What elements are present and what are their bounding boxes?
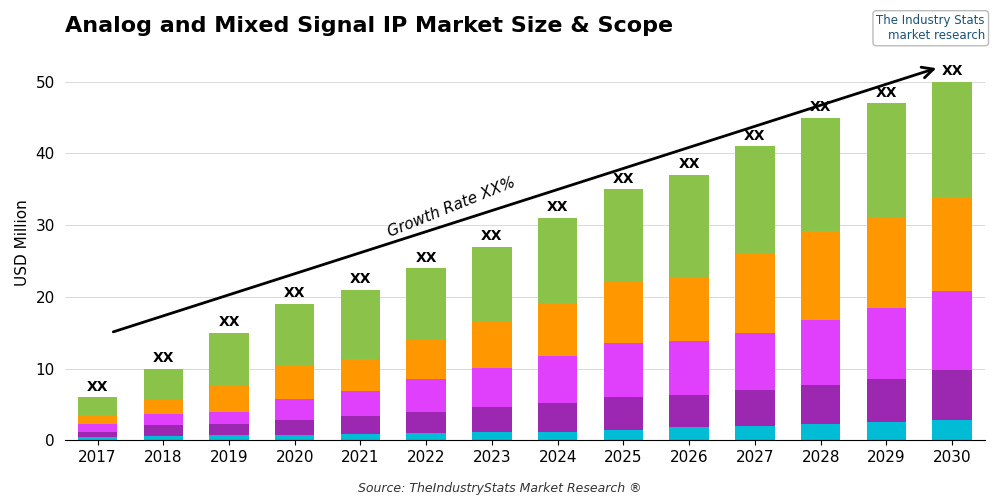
Text: XX: XX [87, 380, 108, 394]
Bar [209, 386, 249, 411]
Bar [867, 308, 906, 380]
Bar [604, 430, 643, 440]
Bar [669, 342, 709, 395]
Bar [406, 380, 446, 412]
Bar [144, 368, 183, 400]
Bar [144, 436, 183, 440]
Bar [735, 332, 775, 390]
Bar [932, 420, 972, 440]
Bar [209, 436, 249, 440]
Bar [932, 370, 972, 420]
Text: The Industry Stats
market research: The Industry Stats market research [876, 14, 985, 42]
Bar [275, 304, 314, 366]
Y-axis label: USD Million: USD Million [15, 200, 30, 286]
Text: Analog and Mixed Signal IP Market Size & Scope: Analog and Mixed Signal IP Market Size &… [65, 16, 673, 36]
Bar [406, 340, 446, 380]
Bar [867, 422, 906, 440]
Bar [669, 276, 709, 342]
Bar [472, 408, 512, 432]
Bar [801, 231, 840, 320]
Text: Growth Rate XX%: Growth Rate XX% [385, 174, 517, 240]
Bar [341, 358, 380, 391]
Bar [472, 246, 512, 321]
Bar [538, 403, 577, 432]
Bar [932, 198, 972, 291]
Bar [604, 397, 643, 430]
Bar [275, 420, 314, 434]
Bar [209, 332, 249, 386]
Bar [472, 432, 512, 440]
Bar [604, 189, 643, 282]
Bar [78, 438, 117, 440]
Bar [735, 426, 775, 440]
Bar [801, 385, 840, 424]
Bar [801, 424, 840, 440]
Text: XX: XX [481, 229, 503, 243]
Text: XX: XX [547, 200, 568, 214]
Bar [604, 282, 643, 344]
Bar [209, 424, 249, 436]
Text: XX: XX [284, 286, 305, 300]
Text: XX: XX [153, 351, 174, 365]
Bar [735, 146, 775, 254]
Bar [472, 368, 512, 408]
Bar [472, 321, 512, 368]
Bar [78, 397, 117, 415]
Text: XX: XX [415, 250, 437, 264]
Bar [275, 366, 314, 398]
Bar [538, 432, 577, 440]
Bar [669, 428, 709, 440]
Bar [78, 424, 117, 432]
Bar [144, 425, 183, 436]
Text: XX: XX [218, 315, 240, 329]
Bar [801, 320, 840, 385]
Text: XX: XX [810, 100, 831, 114]
Bar [867, 218, 906, 308]
Bar [341, 416, 380, 434]
Bar [209, 412, 249, 424]
Text: XX: XX [613, 172, 634, 185]
Bar [867, 103, 906, 218]
Bar [735, 390, 775, 426]
Bar [144, 400, 183, 414]
Bar [538, 218, 577, 302]
Bar [341, 290, 380, 358]
Bar [735, 254, 775, 332]
Bar [341, 391, 380, 416]
Bar [867, 380, 906, 422]
Text: XX: XX [941, 64, 963, 78]
Text: XX: XX [744, 128, 766, 142]
Bar [932, 291, 972, 370]
Bar [604, 344, 643, 397]
Bar [275, 398, 314, 420]
Bar [932, 82, 972, 198]
Bar [538, 356, 577, 403]
Bar [538, 302, 577, 356]
Bar [406, 268, 446, 340]
Bar [669, 175, 709, 276]
Bar [341, 434, 380, 440]
Bar [801, 118, 840, 231]
Text: XX: XX [350, 272, 371, 286]
Text: XX: XX [876, 86, 897, 100]
Bar [406, 412, 446, 433]
Bar [144, 414, 183, 425]
Bar [275, 434, 314, 440]
Bar [78, 415, 117, 424]
Bar [669, 395, 709, 428]
Text: Source: TheIndustryStats Market Research ®: Source: TheIndustryStats Market Research… [358, 482, 642, 495]
Bar [406, 433, 446, 440]
Bar [78, 432, 117, 438]
Text: XX: XX [678, 158, 700, 172]
